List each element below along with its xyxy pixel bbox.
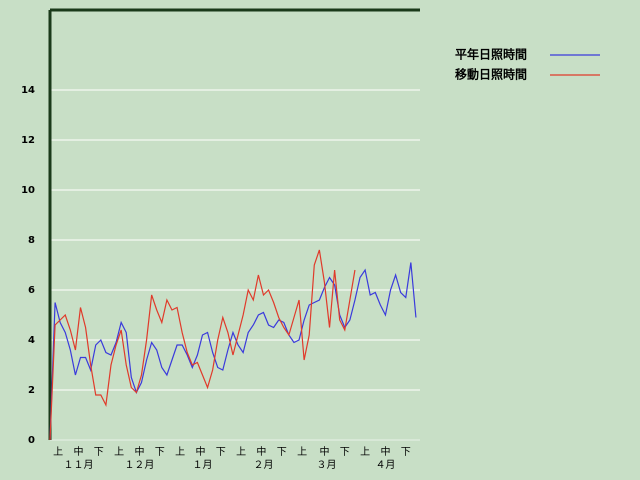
legend-label: 平年日照時間 [455, 47, 527, 62]
x-tick-label: 上 [114, 446, 124, 458]
x-tick-label: 下 [340, 447, 350, 458]
y-tick-label: 4 [28, 335, 35, 346]
month-label: ４月 [375, 459, 395, 471]
x-tick-label: 上 [236, 446, 246, 458]
legend-label: 移動日照時間 [455, 67, 527, 82]
x-tick-label: 中 [256, 445, 266, 458]
y-tick-label: 10 [21, 185, 35, 196]
y-tick-label: 14 [21, 85, 35, 96]
series-line [49, 262, 417, 441]
x-tick-label: 上 [297, 446, 307, 458]
x-tick-label: 下 [216, 447, 226, 458]
x-tick-label: 中 [380, 445, 390, 458]
x-tick-label: 下 [94, 447, 104, 458]
month-label: ３月 [316, 459, 336, 471]
y-tick-label: 12 [21, 135, 35, 146]
month-label: １２月 [124, 459, 154, 471]
series-line [49, 249, 356, 441]
y-tick-label: 0 [28, 435, 35, 446]
x-tick-label: 下 [155, 447, 165, 458]
y-tick-label: 6 [28, 285, 35, 296]
x-tick-label: 上 [53, 446, 63, 458]
x-tick-label: 中 [134, 445, 144, 458]
month-label: １月 [192, 459, 212, 471]
x-tick-label: 上 [175, 446, 185, 458]
y-tick-label: 2 [28, 385, 35, 396]
x-tick-label: 上 [360, 446, 370, 458]
month-label: ２月 [253, 459, 273, 471]
month-label: １１月 [63, 459, 93, 471]
x-tick-label: 中 [319, 445, 329, 458]
x-tick-label: 中 [195, 445, 205, 458]
x-tick-label: 中 [73, 445, 83, 458]
x-tick-label: 下 [277, 447, 287, 458]
x-tick-label: 下 [401, 447, 411, 458]
y-tick-label: 8 [28, 235, 35, 246]
